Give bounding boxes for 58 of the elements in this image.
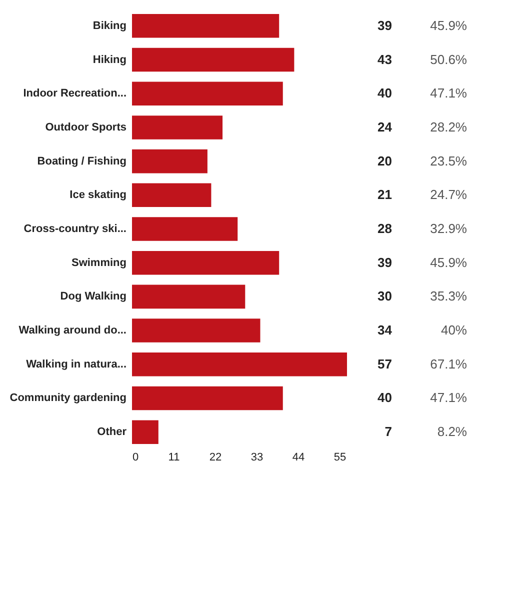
y-tick-label: Walking in natura... [26,358,126,370]
bar [132,14,280,38]
data-label: 28 [378,221,392,236]
bar [132,48,294,72]
x-tick-label: 11 [168,452,180,464]
y-tick-label: Ice skating [70,189,126,202]
bar [132,217,238,241]
data-label: 39 [378,254,392,270]
data-label: 43 [378,52,392,67]
text: 28.2% [430,119,468,134]
bar [132,318,260,342]
bar [132,149,208,174]
data-label: 24 [378,119,393,134]
y-tick-label: Dog Walking [60,290,126,303]
y-tick-label: Biking [92,20,126,32]
text: 8.2% [437,424,468,440]
text: 45.9% [430,254,468,270]
y-tick-label: Hiking [92,54,126,66]
text: 23.5% [430,153,468,168]
x-tick-label: 55 [334,452,346,464]
text: 35.3% [430,288,468,304]
text: 45.9% [430,18,468,33]
data-label: 21 [378,187,392,202]
bar [132,352,347,376]
bar [132,82,283,106]
y-tick-label: Other [97,426,128,438]
y-tick-label: Outdoor Sports [45,121,126,134]
text: 32.9% [430,221,468,236]
text: 40% [440,322,468,338]
y-tick-label: Cross-country ski... [24,223,126,235]
x-tick-label: 22 [209,452,222,464]
data-label: 34 [378,322,393,338]
x-tick-label: 44 [292,452,305,464]
text: 47.1% [430,86,468,101]
text: 24.7% [430,187,468,202]
y-tick-label: Boating / Fishing [37,155,126,168]
text: 47.1% [430,390,468,406]
x-tick-label: 0 [132,452,139,464]
data-label: 7 [384,424,392,440]
data-label: 20 [378,153,392,168]
bar [132,420,158,444]
data-label: 40 [378,390,392,406]
data-label: 39 [378,18,392,33]
bar [132,116,223,140]
bar [132,250,280,275]
data-label: 30 [378,288,392,304]
text: 67.1% [430,356,468,372]
y-tick-label: Community gardening [10,392,126,404]
bar [132,386,283,410]
y-tick-label: Walking around do... [18,324,126,337]
y-tick-label: Swimming [71,256,126,269]
text: 50.6% [430,52,468,67]
y-tick-label: Indoor Recreation... [23,88,126,100]
bar [132,284,246,309]
data-label: 40 [378,86,392,101]
x-tick-label: 33 [250,452,264,464]
data-label: 57 [378,356,392,372]
bar [132,183,212,208]
